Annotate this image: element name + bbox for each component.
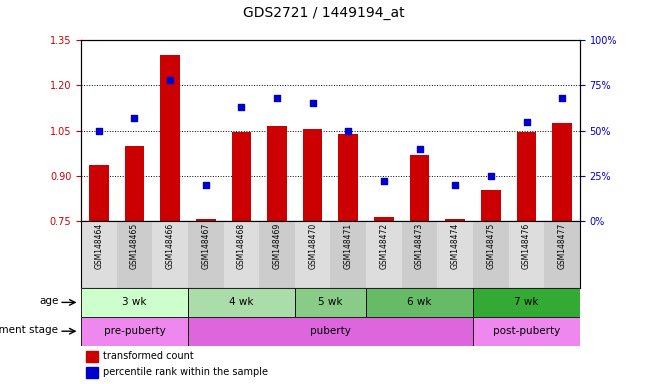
Text: GSM148464: GSM148464 (95, 223, 103, 269)
Text: 7 wk: 7 wk (515, 297, 538, 308)
Bar (473, 221, 509, 288)
Bar (374, 217, 394, 221)
Text: GSM148477: GSM148477 (558, 223, 566, 269)
Bar (152, 221, 188, 288)
Bar (259, 221, 295, 288)
Bar (303, 129, 323, 221)
Bar (338, 134, 358, 221)
Point (450, 182, 460, 188)
Text: GDS2721 / 1449194_at: GDS2721 / 1449194_at (243, 6, 405, 20)
Point (129, 115, 139, 121)
Bar (89, 165, 109, 221)
Bar (188, 317, 473, 346)
Bar (473, 317, 580, 346)
Text: 3 wk: 3 wk (122, 297, 146, 308)
Bar (473, 288, 580, 317)
Text: pre-puberty: pre-puberty (104, 326, 165, 336)
Text: 4 wk: 4 wk (229, 297, 253, 308)
Text: GSM148473: GSM148473 (415, 223, 424, 269)
Point (343, 127, 354, 134)
Text: GSM148470: GSM148470 (308, 223, 317, 269)
Text: post-puberty: post-puberty (493, 326, 560, 336)
Bar (509, 221, 544, 288)
Text: transformed count: transformed count (104, 351, 194, 361)
Point (93, 127, 104, 134)
Text: puberty: puberty (310, 326, 351, 336)
Text: percentile rank within the sample: percentile rank within the sample (104, 367, 268, 377)
Bar (552, 123, 572, 221)
Text: GSM148472: GSM148472 (380, 223, 388, 269)
Bar (295, 288, 366, 317)
Bar (160, 55, 180, 221)
Bar (86, 367, 98, 379)
Point (486, 173, 496, 179)
Bar (81, 288, 188, 317)
Bar (516, 132, 537, 221)
Bar (445, 219, 465, 221)
Bar (544, 221, 580, 288)
Text: development stage: development stage (0, 325, 58, 335)
Text: GSM148475: GSM148475 (487, 223, 495, 269)
Bar (410, 155, 430, 221)
Text: GSM148474: GSM148474 (451, 223, 459, 269)
Point (236, 104, 246, 110)
Bar (117, 221, 152, 288)
Bar (81, 221, 117, 288)
Bar (124, 146, 145, 221)
Point (307, 101, 318, 107)
Bar (402, 221, 437, 288)
Text: GSM148465: GSM148465 (130, 223, 139, 269)
Bar (188, 221, 224, 288)
Point (201, 182, 211, 188)
Text: GSM148471: GSM148471 (344, 223, 353, 269)
Point (272, 95, 282, 101)
Text: GSM148469: GSM148469 (273, 223, 281, 269)
Bar (86, 351, 98, 362)
Bar (366, 221, 402, 288)
Bar (295, 221, 330, 288)
Point (415, 146, 425, 152)
Point (165, 77, 175, 83)
Point (521, 118, 531, 124)
Bar (231, 132, 251, 221)
Bar (196, 219, 216, 221)
Bar (81, 317, 188, 346)
Bar (437, 221, 473, 288)
Text: GSM148467: GSM148467 (202, 223, 210, 269)
Text: 5 wk: 5 wk (318, 297, 343, 308)
Text: GSM148468: GSM148468 (237, 223, 246, 269)
Bar (330, 221, 366, 288)
Bar (267, 126, 287, 221)
Bar (481, 190, 501, 221)
Point (378, 178, 389, 184)
Bar (188, 288, 295, 317)
Text: GSM148466: GSM148466 (166, 223, 174, 269)
Bar (366, 288, 473, 317)
Text: 6 wk: 6 wk (408, 297, 432, 308)
Bar (224, 221, 259, 288)
Text: GSM148476: GSM148476 (522, 223, 531, 269)
Point (557, 95, 568, 101)
Text: age: age (39, 296, 58, 306)
